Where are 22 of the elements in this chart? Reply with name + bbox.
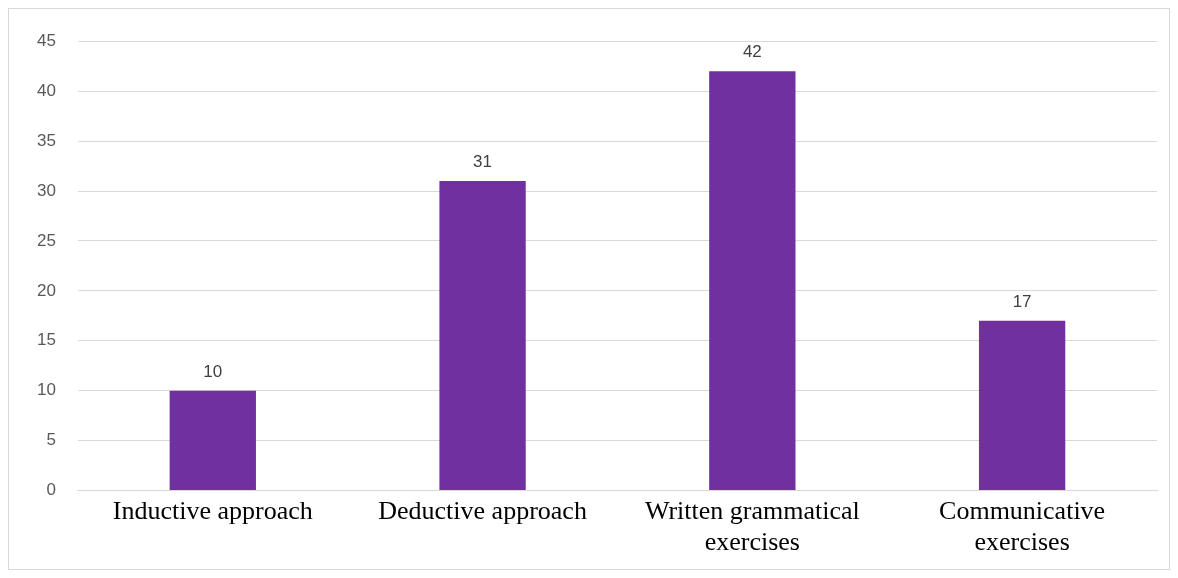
bar xyxy=(169,390,256,491)
y-tick-label: 25 xyxy=(36,230,56,250)
y-tick-label: 0 xyxy=(46,480,56,500)
y-tick-label: 15 xyxy=(36,330,56,350)
y-tick-label: 20 xyxy=(36,280,56,300)
data-label: 17 xyxy=(1012,292,1032,312)
y-tick-label: 30 xyxy=(36,180,56,200)
x-tick-label: Deductive approach xyxy=(378,496,587,526)
x-tick-label: Communicative exercises xyxy=(939,496,1106,557)
bar xyxy=(709,71,796,491)
data-label: 10 xyxy=(203,361,223,381)
y-tick-label: 40 xyxy=(36,80,56,100)
y-tick-label: 45 xyxy=(36,30,56,50)
x-tick-label: Written grammatical exercises xyxy=(644,496,860,557)
bar xyxy=(439,181,526,491)
x-tick-label: Inductive approach xyxy=(112,496,313,526)
y-tick-label: 5 xyxy=(46,430,56,450)
y-tick-label: 35 xyxy=(36,130,56,150)
y-tick-label: 10 xyxy=(36,380,56,400)
bar xyxy=(978,320,1066,491)
data-label: 31 xyxy=(473,152,493,172)
data-label: 42 xyxy=(742,42,762,62)
